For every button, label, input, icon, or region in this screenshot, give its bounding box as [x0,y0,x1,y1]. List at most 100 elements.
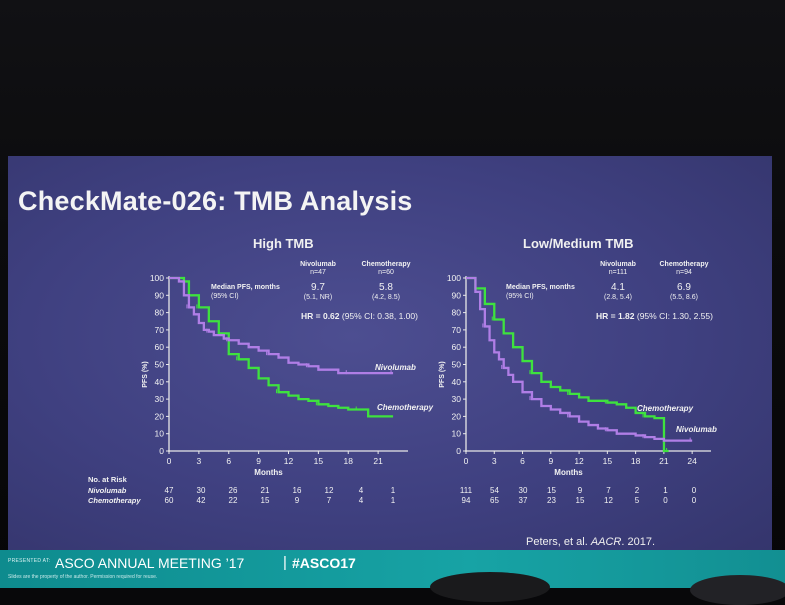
audience-head-silhouette [430,572,550,602]
risk-count-chemotherapy: 15 [261,496,270,505]
meeting-hashtag: #ASCO17 [292,555,356,571]
x-tick-label: 18 [631,456,641,466]
x-tick-label: 3 [492,456,497,466]
y-tick-label: 50 [155,360,165,370]
stats-chemo-ci: (5.5, 8.6) [670,294,698,301]
stats-row-label-ci: (95% CI) [506,293,534,300]
x-tick-label: 21 [373,456,383,466]
stats-col-nivolumab: Nivolumab [300,261,336,268]
citation-journal: AACR [590,536,622,548]
y-axis-label: PFS (%) [439,361,446,387]
hr-prefix: HR = [596,311,618,321]
y-tick-label: 40 [155,377,165,387]
risk-count-chemotherapy: 60 [165,496,174,505]
hr-ci: (95% CI: 1.30, 2.55) [635,311,714,321]
hr-value: 0.62 [323,311,340,321]
risk-count-chemotherapy: 0 [663,496,668,505]
high-tmb-title: High TMB [253,236,314,251]
y-tick-label: 0 [456,446,461,456]
risk-count-chemotherapy: 23 [547,496,556,505]
hr-ci: (95% CI: 0.38, 1.00) [340,311,419,321]
stats-row-label-ci: (95% CI) [211,293,239,300]
x-tick-label: 3 [197,456,202,466]
stats-chemo-median: 6.9 [677,282,691,293]
risk-count-nivolumab: 1 [391,486,396,495]
risk-count-chemotherapy: 12 [604,496,613,505]
slide-title: CheckMate-026: TMB Analysis [18,186,413,216]
stats-nivolumab-median: 4.1 [611,282,625,293]
stats-col-nivolumab-n: n=111 [609,269,628,276]
x-tick-label: 24 [687,456,697,466]
low-medium-tmb-title: Low/Medium TMB [523,236,634,251]
risk-count-chemotherapy: 15 [576,496,585,505]
stats-col-nivolumab: Nivolumab [600,261,636,268]
y-tick-label: 50 [452,360,462,370]
stats-row-label: Median PFS, months [506,284,575,291]
banner-separator: | [283,554,287,571]
stats-col-chemo: Chemotherapy [659,261,708,268]
risk-label-chemotherapy: Chemotherapy [88,496,141,505]
hr-value: 1.82 [618,311,635,321]
stats-hazard-ratio: HR = 1.82 (95% CI: 1.30, 2.55) [596,311,713,321]
meeting-name: ASCO ANNUAL MEETING ’17 [55,555,245,571]
km-curve-nivolumab [466,276,693,442]
x-tick-label: 9 [548,456,553,466]
risk-count-nivolumab: 30 [197,486,206,495]
x-axis-label: Months [254,468,283,477]
risk-count-nivolumab: 47 [165,486,174,495]
x-tick-label: 0 [167,456,172,466]
stats-nivolumab-ci: (5.1, NR) [304,294,332,301]
y-tick-label: 80 [452,308,462,318]
curve-label-chemotherapy: Chemotherapy [377,403,434,412]
y-tick-label: 10 [155,429,165,439]
y-axis-label: PFS (%) [142,361,149,387]
risk-count-nivolumab: 111 [460,486,473,495]
risk-count-nivolumab: 26 [229,486,238,495]
audience-head-silhouette [690,575,785,605]
x-tick-label: 9 [256,456,261,466]
y-tick-label: 60 [155,342,165,352]
risk-table-header: No. at Risk [88,475,128,484]
x-tick-label: 12 [574,456,584,466]
y-tick-label: 80 [155,308,165,318]
risk-count-nivolumab: 1 [663,486,668,495]
y-tick-label: 70 [155,325,165,335]
risk-count-nivolumab: 15 [547,486,556,495]
risk-count-nivolumab: 7 [606,486,611,495]
y-tick-label: 100 [150,273,164,283]
risk-count-chemotherapy: 42 [197,496,206,505]
risk-count-nivolumab: 16 [293,486,302,495]
presentation-slide: CheckMate-026: TMB Analysis High TMB Low… [8,156,772,556]
conference-banner: PRESENTED AT: ASCO ANNUAL MEETING ’17 | … [0,550,785,588]
risk-count-chemotherapy: 65 [490,496,499,505]
stats-chemo-median: 5.8 [379,282,393,293]
y-tick-label: 100 [447,273,461,283]
risk-count-chemotherapy: 37 [519,496,528,505]
stats-nivolumab-median: 9.7 [311,282,325,293]
x-tick-label: 6 [226,456,231,466]
stats-chemo-ci: (4.2, 8.5) [372,294,400,301]
risk-count-chemotherapy: 1 [391,496,396,505]
curve-label-nivolumab: Nivolumab [676,425,717,434]
y-tick-label: 70 [452,325,462,335]
y-tick-label: 30 [155,394,165,404]
y-tick-label: 20 [155,411,165,421]
stats-col-chemo-n: n=94 [676,269,692,276]
risk-count-chemotherapy: 94 [462,496,471,505]
risk-count-chemotherapy: 0 [692,496,697,505]
y-tick-label: 20 [452,411,462,421]
risk-count-chemotherapy: 7 [327,496,332,505]
km-panel-0: 0 10 20 30 40 50 60 70 80 90 100 0 3 6 9 12 15 18 21 Months… [88,261,434,505]
stats-hazard-ratio: HR = 0.62 (95% CI: 0.38, 1.00) [301,311,418,321]
hr-prefix: HR = [301,311,323,321]
curve-label-chemotherapy: Chemotherapy [637,404,694,413]
risk-count-chemotherapy: 9 [295,496,300,505]
risk-count-chemotherapy: 22 [229,496,238,505]
banner-disclaimer: Slides are the property of the author. P… [8,574,158,580]
x-tick-label: 0 [464,456,469,466]
citation: Peters, et al. AACR. 2017. [526,536,655,548]
risk-count-nivolumab: 4 [359,486,364,495]
risk-count-chemotherapy: 4 [359,496,364,505]
km-curve-chemotherapy [169,276,394,418]
